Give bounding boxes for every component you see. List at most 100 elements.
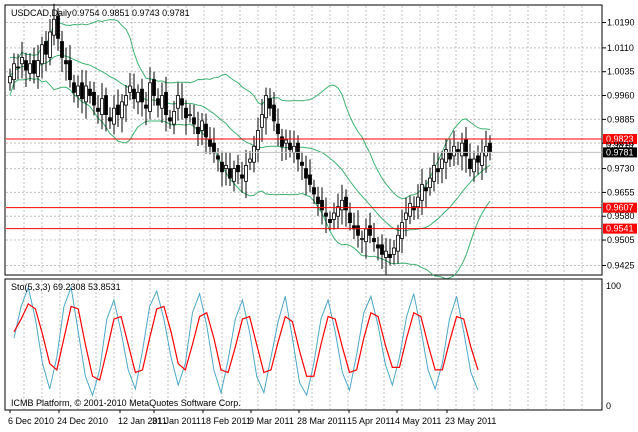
candle-body-16[interactable] xyxy=(72,82,76,93)
candle-body-120[interactable] xyxy=(488,142,492,153)
candle-body-87[interactable] xyxy=(356,225,360,236)
candle-body-101[interactable] xyxy=(412,206,416,211)
candle-body-60[interactable] xyxy=(248,158,252,163)
candle-body-57[interactable] xyxy=(236,165,240,173)
candle-body-10[interactable] xyxy=(48,31,52,58)
candle-body-7[interactable] xyxy=(36,60,40,77)
candle-body-93[interactable] xyxy=(380,244,384,255)
candle-body-105[interactable] xyxy=(428,177,432,189)
candle-body-36[interactable] xyxy=(152,79,156,96)
candle-body-67[interactable] xyxy=(276,123,280,135)
horizontal-lines[interactable] xyxy=(6,138,602,230)
candle-body-91[interactable] xyxy=(372,238,376,243)
candle-body-22[interactable] xyxy=(96,107,100,112)
candle-body-88[interactable] xyxy=(360,238,364,240)
candle-body-52[interactable] xyxy=(216,155,220,160)
candle-body-27[interactable] xyxy=(116,104,120,115)
candle-body-3[interactable] xyxy=(20,57,24,65)
candle-body-65[interactable] xyxy=(268,98,272,109)
candle-body-33[interactable] xyxy=(140,88,144,103)
candle-body-103[interactable] xyxy=(420,184,424,201)
candle-body-51[interactable] xyxy=(212,142,216,154)
candle-body-116[interactable] xyxy=(472,158,476,173)
candle-body-58[interactable] xyxy=(240,174,244,179)
candle-body-28[interactable] xyxy=(120,101,124,119)
candle-body-92[interactable] xyxy=(376,244,380,249)
candle-body-13[interactable] xyxy=(60,41,64,58)
candle-body-38[interactable] xyxy=(160,95,164,109)
candle-body-71[interactable] xyxy=(292,145,296,154)
candle-body-31[interactable] xyxy=(132,88,136,100)
candle-body-72[interactable] xyxy=(296,142,300,160)
candle-body-47[interactable] xyxy=(196,126,200,135)
candle-body-74[interactable] xyxy=(304,168,308,179)
candle-body-25[interactable] xyxy=(108,117,112,122)
candle-body-82[interactable] xyxy=(336,206,340,217)
candle-body-104[interactable] xyxy=(424,187,428,192)
candle-body-35[interactable] xyxy=(148,82,152,112)
candle-body-80[interactable] xyxy=(328,219,332,223)
candle-body-62[interactable] xyxy=(256,130,260,150)
candle-body-21[interactable] xyxy=(92,91,96,106)
candle-body-44[interactable] xyxy=(184,107,188,119)
candle-body-79[interactable] xyxy=(324,212,328,217)
candle-body-64[interactable] xyxy=(264,95,268,119)
candle-body-19[interactable] xyxy=(84,85,88,103)
candle-body-96[interactable] xyxy=(392,247,396,255)
candle-body-81[interactable] xyxy=(332,212,336,220)
candle-body-54[interactable] xyxy=(224,165,228,169)
candle-body-20[interactable] xyxy=(88,88,92,96)
candle-body-61[interactable] xyxy=(252,145,256,163)
candle-body-89[interactable] xyxy=(364,228,368,243)
candle-body-117[interactable] xyxy=(476,155,480,163)
candle-body-15[interactable] xyxy=(68,60,72,81)
candle-body-85[interactable] xyxy=(348,212,352,223)
candle-body-108[interactable] xyxy=(440,158,444,169)
candle-body-100[interactable] xyxy=(408,203,412,217)
candle-body-29[interactable] xyxy=(124,95,128,106)
candle-body-76[interactable] xyxy=(312,187,316,195)
candle-body-14[interactable] xyxy=(64,60,68,65)
candle-body-115[interactable] xyxy=(468,158,472,169)
candle-body-17[interactable] xyxy=(76,85,80,96)
candle-body-102[interactable] xyxy=(416,196,420,208)
candle-body-1[interactable] xyxy=(12,63,16,81)
candle-body-40[interactable] xyxy=(168,117,172,122)
candle-body-97[interactable] xyxy=(396,234,400,252)
candle-body-32[interactable] xyxy=(136,91,140,103)
candle-body-56[interactable] xyxy=(232,168,236,182)
candle-body-55[interactable] xyxy=(228,168,232,179)
candle-body-8[interactable] xyxy=(40,44,44,65)
candle-body-48[interactable] xyxy=(200,120,204,131)
candlesticks[interactable] xyxy=(8,3,492,275)
candle-body-107[interactable] xyxy=(436,168,440,173)
candle-body-83[interactable] xyxy=(340,199,344,211)
candle-body-119[interactable] xyxy=(484,145,488,157)
candle-body-0[interactable] xyxy=(8,76,12,84)
candle-body-30[interactable] xyxy=(128,85,132,93)
candle-body-110[interactable] xyxy=(448,152,452,160)
candle-body-63[interactable] xyxy=(260,114,264,128)
candle-body-50[interactable] xyxy=(208,139,212,147)
candle-body-106[interactable] xyxy=(432,165,436,182)
candle-body-113[interactable] xyxy=(460,142,464,157)
candle-body-73[interactable] xyxy=(300,161,304,166)
candle-body-95[interactable] xyxy=(388,253,392,258)
candle-body-46[interactable] xyxy=(192,117,196,125)
candle-body-12[interactable] xyxy=(56,15,60,39)
candle-body-90[interactable] xyxy=(368,225,372,236)
candle-body-34[interactable] xyxy=(144,104,148,109)
candle-body-75[interactable] xyxy=(308,174,312,185)
main-chart-panel[interactable] xyxy=(4,4,603,276)
candle-body-41[interactable] xyxy=(172,111,176,125)
candle-body-69[interactable] xyxy=(284,139,288,144)
candle-body-114[interactable] xyxy=(464,139,468,157)
candle-body-68[interactable] xyxy=(280,136,284,147)
candle-body-59[interactable] xyxy=(244,165,248,182)
candle-body-98[interactable] xyxy=(400,222,404,239)
candle-body-70[interactable] xyxy=(288,142,292,150)
candle-body-24[interactable] xyxy=(104,95,108,115)
candle-body-66[interactable] xyxy=(272,104,276,122)
candle-body-42[interactable] xyxy=(176,95,180,109)
